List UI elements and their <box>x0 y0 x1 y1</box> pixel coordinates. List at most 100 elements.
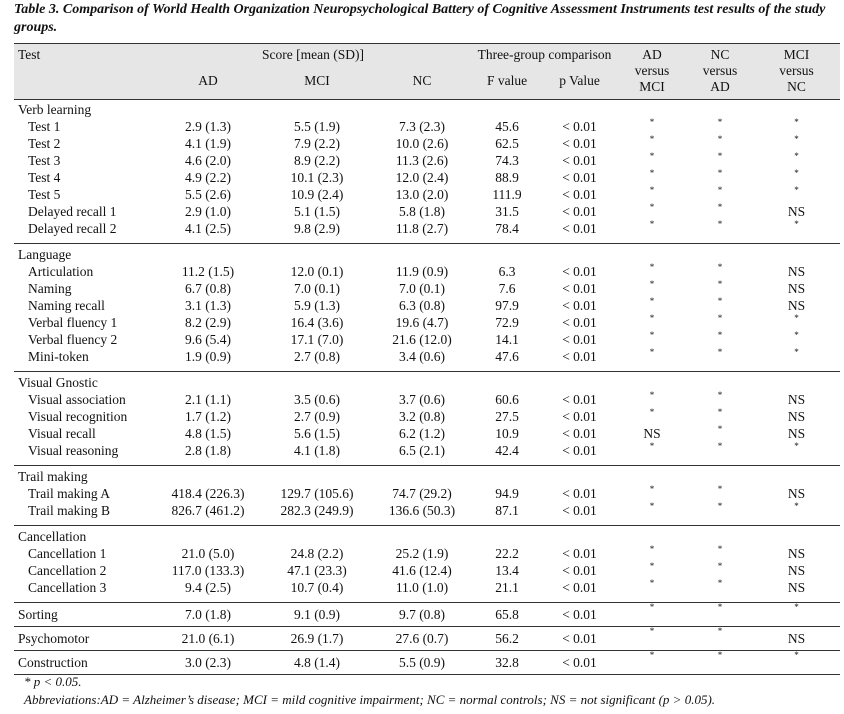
ad-score-cell: 4.8 (1.5) <box>184 426 232 441</box>
section-title: Cancellation <box>14 525 840 545</box>
not-significant-label: NS <box>787 281 806 296</box>
table-row: Cancellation 3 9.4 (2.5) 10.7 (0.4) 11.0 (1… <box>14 579 840 596</box>
header-score: Score [mean (SD)] <box>154 43 472 63</box>
table-row: Cancellation 1 21.0 (5.0) 24.8 (2.2) 25.2 (… <box>14 545 840 562</box>
section-header-row: Trail making <box>14 465 840 485</box>
significance-marker: * <box>794 313 799 323</box>
comparison-cell: * <box>687 650 753 675</box>
ad-score-cell: 2.9 (1.3) <box>184 119 232 134</box>
header-mci-vs-nc: MCI versus NC <box>753 43 840 100</box>
comparison-cell: * <box>617 545 687 562</box>
nc-score-cell: 11.3 (2.6) <box>395 153 449 168</box>
significance-marker: * <box>794 441 799 451</box>
table-row: Test 2 4.1 (1.9) 7.9 (2.2) 10.0 (2.6) 62.5 < … <box>14 135 840 152</box>
significance-marker: * <box>794 219 799 229</box>
significance-marker: * <box>649 407 655 417</box>
section-header-row: Cancellation <box>14 525 840 545</box>
comparison-cell: NS <box>753 408 840 425</box>
section-title: Trail making <box>14 465 840 485</box>
not-significant-label: NS <box>787 563 806 578</box>
not-significant-label: NS <box>787 486 806 501</box>
comparison-cell: * <box>687 579 753 596</box>
nc-score-cell: 25.2 (1.9) <box>395 546 449 561</box>
mci-score-cell: 9.1 (0.9) <box>262 602 372 627</box>
table-row: Test 5 5.5 (2.6) 10.9 (2.4) 13.0 (2.0) 111.9… <box>14 186 840 203</box>
f-value-cell: 22.2 <box>495 546 519 561</box>
test-name-cell: Cancellation 2 <box>28 563 107 578</box>
significance-marker: * <box>649 602 655 612</box>
comparison-cell: NS <box>753 263 840 280</box>
significance-marker: * <box>649 626 655 636</box>
p-value-cell: < 0.01 <box>542 650 617 675</box>
nc-score-cell: 11.8 (2.7) <box>395 221 449 236</box>
comparison-cell: * <box>617 502 687 519</box>
ad-score-cell: 8.2 (2.9) <box>184 315 232 330</box>
comparison-cell: NS <box>753 425 840 442</box>
ad-score-cell: 4.1 (1.9) <box>184 136 232 151</box>
mci-score-cell: 47.1 (23.3) <box>287 563 347 578</box>
significance-marker: * <box>717 561 723 571</box>
test-name-cell: Delayed recall 1 <box>28 204 117 219</box>
table-row: Delayed recall 2 4.1 (2.5) 9.8 (2.9) 11.8 (… <box>14 220 840 237</box>
not-significant-label: NS <box>643 426 661 441</box>
comparison-cell: * <box>687 602 753 627</box>
comparison-cell: * <box>617 169 687 186</box>
p-value-cell: < 0.01 <box>562 332 597 347</box>
comparison-cell: * <box>617 348 687 365</box>
significance-marker: * <box>794 185 799 195</box>
header-three-group: Three-group comparison <box>472 43 617 63</box>
test-name-cell: Test 2 <box>28 136 61 151</box>
table-row: Articulation 11.2 (1.5) 12.0 (0.1) 11.9 (0.… <box>14 263 840 280</box>
significance-marker: * <box>649 501 655 511</box>
table-row: Sorting 7.0 (1.8) 9.1 (0.9) 9.7 (0.8) 65.8 < … <box>14 602 840 627</box>
comparison-cell: NS <box>753 297 840 314</box>
significance-marker: * <box>794 134 799 144</box>
mci-score-cell: 9.8 (2.9) <box>293 221 341 236</box>
section-header-row: Verb learning <box>14 100 840 119</box>
comparison-cell: * <box>753 169 840 186</box>
comparison-cell: * <box>753 220 840 237</box>
significance-marker: * <box>717 650 723 660</box>
significance-marker: * <box>649 544 655 554</box>
comparison-cell: * <box>617 297 687 314</box>
f-value-cell: 88.9 <box>495 170 519 185</box>
ad-score-cell: 6.7 (0.8) <box>184 281 232 296</box>
significance-marker: * <box>717 578 723 588</box>
nc-score-cell: 11.9 (0.9) <box>395 264 449 279</box>
significance-marker: * <box>717 202 723 212</box>
significance-marker: * <box>717 330 723 340</box>
nc-score-cell: 9.7 (0.8) <box>372 602 472 627</box>
significance-marker: * <box>794 602 799 612</box>
significance-marker: * <box>649 279 655 289</box>
test-name-cell: Test 4 <box>28 170 61 185</box>
test-name-cell: Psychomotor <box>14 626 154 651</box>
table-row: Test 1 2.9 (1.3) 5.5 (1.9) 7.3 (2.3) 45.6 < 0… <box>14 118 840 135</box>
comparison-cell: * <box>687 186 753 203</box>
f-value-cell: 78.4 <box>495 221 519 236</box>
p-value-cell: < 0.01 <box>562 503 597 518</box>
mci-score-cell: 5.1 (1.5) <box>293 204 341 219</box>
f-value-cell: 6.3 <box>498 264 516 279</box>
header-p-value: p Value <box>542 63 617 100</box>
table-row: Trail making B 826.7 (461.2) 282.3 (249.9)… <box>14 502 840 519</box>
comparison-cell: NS <box>753 203 840 220</box>
test-name-cell: Visual reasoning <box>28 443 119 458</box>
test-name-cell: Cancellation 3 <box>28 580 107 595</box>
comparison-cell: * <box>687 425 753 442</box>
not-significant-label: NS <box>787 298 806 313</box>
p-value-cell: < 0.01 <box>562 443 597 458</box>
p-value-cell: < 0.01 <box>562 221 597 236</box>
footnote-significance: * p < 0.05. <box>24 674 82 690</box>
mci-score-cell: 10.9 (2.4) <box>290 187 344 202</box>
ad-score-cell: 418.4 (226.3) <box>171 486 245 501</box>
significance-marker: * <box>717 441 723 451</box>
table-row: Visual association 2.1 (1.1) 3.5 (0.6) 3.7 … <box>14 391 840 408</box>
nc-score-cell: 12.0 (2.4) <box>395 170 449 185</box>
comparison-cell: * <box>617 280 687 297</box>
comparison-cell: * <box>617 220 687 237</box>
comparison-cell: * <box>687 562 753 579</box>
comparison-cell: NS <box>753 579 840 596</box>
p-value-cell: < 0.01 <box>562 392 597 407</box>
mci-score-cell: 16.4 (3.6) <box>290 315 344 330</box>
comparison-cell: * <box>617 118 687 135</box>
